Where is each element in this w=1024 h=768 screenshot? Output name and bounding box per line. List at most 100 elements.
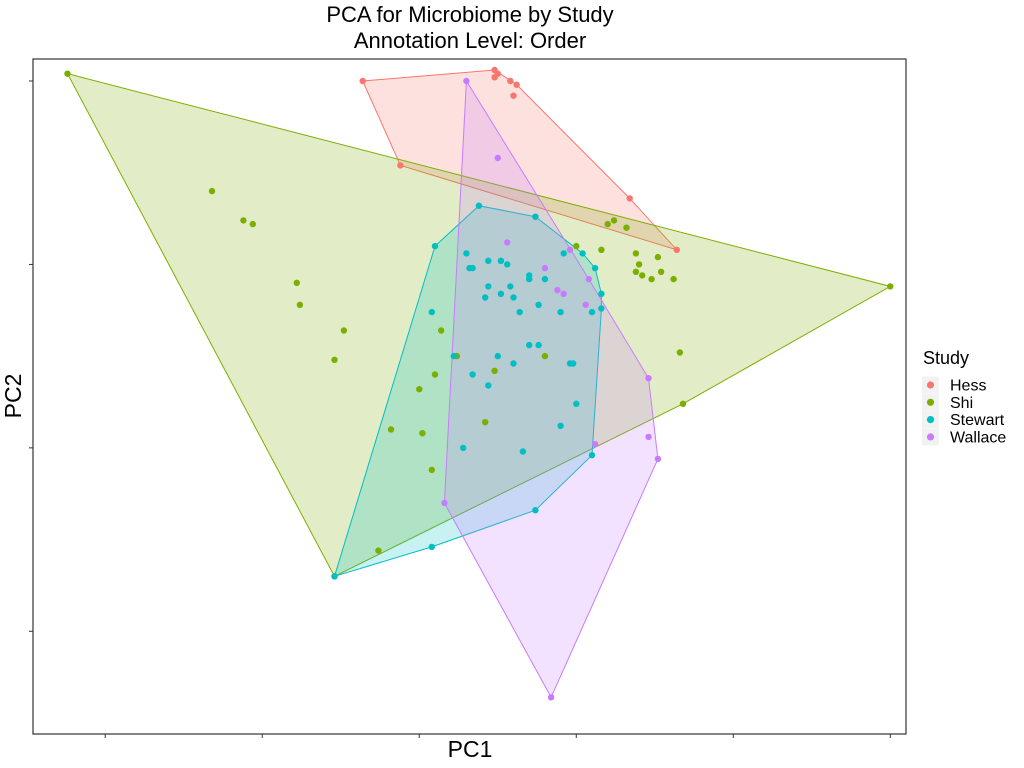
point-shi-14 bbox=[416, 386, 423, 393]
legend-label-shi: Shi bbox=[950, 395, 973, 412]
point-shi-7 bbox=[331, 356, 338, 363]
y-axis-label: PC2 bbox=[0, 374, 26, 419]
legend-title: Study bbox=[923, 348, 969, 368]
point-shi-13 bbox=[491, 367, 498, 374]
point-stewart-5 bbox=[485, 257, 492, 264]
legend-label-hess: Hess bbox=[950, 378, 986, 395]
point-shi-2 bbox=[240, 217, 247, 224]
point-shi-19 bbox=[573, 242, 580, 250]
hull-layer bbox=[66, 69, 892, 699]
point-shi-3 bbox=[249, 220, 256, 228]
point-stewart-21 bbox=[579, 250, 586, 257]
hull-stewart bbox=[333, 205, 602, 578]
point-shi-32 bbox=[676, 349, 684, 356]
point-stewart-13 bbox=[510, 294, 517, 301]
point-hess-9 bbox=[673, 246, 680, 253]
point-stewart-34 bbox=[519, 448, 527, 455]
point-stewart-9 bbox=[485, 283, 492, 290]
point-stewart-35 bbox=[557, 422, 564, 429]
point-shi-10 bbox=[438, 327, 445, 334]
point-shi-25 bbox=[635, 261, 643, 268]
legend-label-wallace: Wallace bbox=[950, 429, 1006, 446]
point-hess-6 bbox=[513, 81, 520, 88]
point-stewart-7 bbox=[466, 264, 473, 272]
point-wallace-1 bbox=[566, 246, 574, 253]
point-stewart-27 bbox=[557, 308, 564, 316]
point-stewart-22 bbox=[591, 264, 599, 272]
point-stewart-17 bbox=[535, 301, 542, 308]
point-stewart-31 bbox=[469, 371, 476, 378]
chart-title: PCA for Microbiome by Study bbox=[326, 2, 613, 27]
point-shi-17 bbox=[482, 419, 489, 426]
point-wallace-7 bbox=[582, 301, 589, 308]
point-stewart-43 bbox=[497, 290, 505, 297]
point-stewart-15 bbox=[526, 275, 533, 283]
point-stewart-23 bbox=[588, 308, 596, 316]
point-layer bbox=[64, 66, 894, 701]
point-shi-4 bbox=[293, 279, 300, 286]
legend-marker-wallace bbox=[926, 433, 935, 441]
point-shi-29 bbox=[654, 253, 662, 261]
point-stewart-37 bbox=[566, 360, 574, 367]
point-stewart-19 bbox=[516, 308, 523, 316]
point-stewart-30 bbox=[450, 352, 457, 360]
point-shi-5 bbox=[296, 301, 304, 308]
point-stewart-0 bbox=[331, 573, 338, 580]
point-shi-18 bbox=[541, 352, 549, 360]
point-stewart-28 bbox=[510, 360, 517, 367]
point-stewart-10 bbox=[497, 257, 505, 264]
point-wallace-3 bbox=[541, 264, 549, 272]
point-stewart-18 bbox=[526, 341, 533, 349]
point-wallace-13 bbox=[547, 694, 555, 701]
point-shi-16 bbox=[428, 466, 435, 474]
point-shi-30 bbox=[657, 268, 665, 275]
point-stewart-41 bbox=[532, 507, 539, 514]
point-shi-6 bbox=[340, 327, 348, 334]
point-hess-0 bbox=[359, 77, 366, 85]
point-stewart-4 bbox=[463, 250, 470, 257]
point-stewart-1 bbox=[431, 242, 439, 250]
point-stewart-11 bbox=[504, 261, 511, 268]
point-shi-21 bbox=[604, 220, 611, 228]
point-wallace-10 bbox=[645, 375, 652, 382]
point-stewart-33 bbox=[460, 444, 467, 452]
legend-marker-hess bbox=[926, 381, 935, 389]
point-shi-0 bbox=[64, 70, 71, 77]
point-stewart-8 bbox=[482, 294, 489, 301]
point-wallace-14 bbox=[504, 239, 511, 246]
point-stewart-16 bbox=[532, 213, 539, 220]
point-stewart-25 bbox=[598, 305, 605, 312]
point-stewart-42 bbox=[428, 543, 435, 551]
point-stewart-39 bbox=[560, 250, 567, 257]
point-shi-1 bbox=[208, 187, 216, 195]
point-stewart-36 bbox=[573, 400, 580, 407]
point-shi-34 bbox=[887, 283, 894, 290]
point-stewart-2 bbox=[475, 202, 483, 209]
point-hess-8 bbox=[626, 195, 633, 202]
point-stewart-20 bbox=[541, 275, 549, 283]
point-shi-31 bbox=[670, 275, 677, 283]
point-hess-7 bbox=[510, 92, 517, 99]
chart-subtitle: Annotation Level: Order bbox=[354, 28, 586, 53]
point-shi-26 bbox=[632, 268, 640, 275]
point-shi-22 bbox=[610, 217, 618, 224]
legend-label-stewart: Stewart bbox=[950, 412, 1005, 429]
point-stewart-12 bbox=[507, 283, 514, 290]
point-shi-33 bbox=[679, 400, 687, 407]
point-shi-15 bbox=[419, 430, 426, 437]
axis-ticks bbox=[29, 80, 891, 738]
legend-marker-stewart bbox=[926, 416, 935, 424]
point-stewart-38 bbox=[535, 341, 542, 349]
point-stewart-3 bbox=[428, 308, 435, 316]
point-wallace-0 bbox=[463, 77, 470, 85]
point-shi-27 bbox=[639, 272, 646, 279]
point-hess-5 bbox=[507, 77, 514, 85]
point-hess-4 bbox=[494, 70, 501, 77]
legend-marker-shi bbox=[926, 398, 935, 406]
point-wallace-4 bbox=[554, 286, 561, 294]
point-shi-8 bbox=[387, 426, 395, 433]
point-shi-11 bbox=[431, 371, 439, 378]
